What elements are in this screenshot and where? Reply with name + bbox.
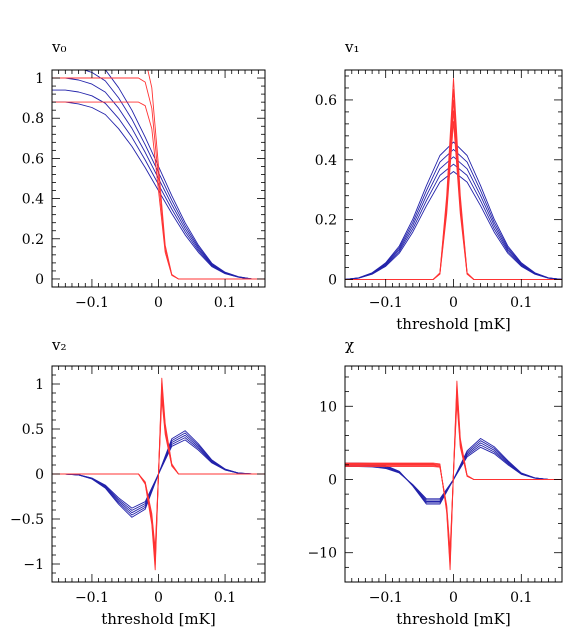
series-0-line-1 — [52, 89, 265, 280]
y-tick-label: 0.8 — [22, 111, 44, 127]
y-tick-label: 0.4 — [22, 192, 44, 208]
plot-area — [52, 377, 265, 571]
y-tick-label: 0.6 — [315, 93, 337, 109]
panel-title: χ — [345, 336, 354, 354]
y-tick-label: 0.6 — [22, 151, 44, 167]
series-0-line-0 — [345, 171, 562, 280]
x-tick-label: −0.1 — [369, 295, 403, 311]
x-tick-label: 0 — [154, 295, 163, 311]
series-1 — [52, 70, 265, 280]
panel-title: v₂ — [51, 336, 67, 354]
series-1-line-1 — [52, 77, 265, 280]
y-tick-label: −1 — [23, 557, 44, 573]
y-tick-label: 0 — [35, 467, 44, 483]
panel-2: −0.1 0 0.1 −1 −0.5 0 0.5 1 v₂ threshold [mK] — [10, 336, 266, 628]
y-tick-label: −10 — [307, 546, 337, 562]
y-tick-label: 0 — [35, 272, 44, 288]
series-1 — [52, 377, 265, 571]
series-0 — [345, 141, 562, 280]
y-tick-label: 0.2 — [22, 232, 44, 248]
plot-area — [52, 70, 265, 280]
series-1-line-4 — [52, 377, 265, 571]
series-1-line-4 — [345, 380, 562, 571]
series-1 — [345, 380, 562, 571]
x-axis-label: threshold [mK] — [396, 610, 510, 628]
y-tick-label: 0 — [328, 273, 337, 289]
series-1-line-0 — [345, 121, 562, 280]
series-0-line-3 — [83, 70, 265, 280]
x-tick-label: 0 — [154, 590, 163, 606]
x-tick-label: −0.1 — [75, 295, 109, 311]
series-1-line-4 — [345, 77, 562, 280]
y-tick-label: 1 — [35, 71, 44, 87]
x-tick-label: 0.1 — [510, 590, 532, 606]
series-1-line-2 — [147, 70, 265, 280]
plot-area — [345, 77, 562, 280]
series-0-line-1 — [345, 163, 562, 280]
x-tick-label: −0.1 — [369, 590, 403, 606]
x-tick-label: 0.1 — [510, 295, 532, 311]
x-tick-label: 0.1 — [214, 590, 236, 606]
x-tick-label: 0 — [449, 590, 458, 606]
x-axis-label: threshold [mK] — [396, 315, 510, 333]
y-tick-label: −0.5 — [10, 512, 44, 528]
x-tick-label: 0 — [449, 295, 458, 311]
panel-0: −0.1 0 0.1 0 0.2 0.4 0.6 0.8 1 v₀ — [22, 38, 266, 311]
panel-1: −0.1 0 0.1 0 0.2 0.4 0.6 v₁ threshold [mK] — [315, 38, 563, 333]
y-tick-label: 0.5 — [22, 422, 44, 438]
panel-title: v₀ — [51, 38, 67, 56]
series-1 — [345, 77, 562, 280]
x-tick-label: −0.1 — [75, 590, 109, 606]
series-1-line-1 — [345, 110, 562, 280]
y-tick-label: 10 — [319, 399, 337, 415]
y-tick-label: 0.4 — [315, 153, 337, 169]
y-tick-label: 0 — [328, 472, 337, 488]
x-axis-label: threshold [mK] — [101, 610, 215, 628]
series-0-line-2 — [345, 156, 562, 280]
series-0-line-4 — [345, 141, 562, 280]
y-tick-label: 1 — [35, 377, 44, 393]
x-tick-label: 0.1 — [214, 295, 236, 311]
series-0-line-3 — [345, 148, 562, 280]
panel-title: v₁ — [344, 38, 360, 56]
y-tick-label: 0.2 — [315, 213, 337, 229]
series-1-line-0 — [52, 101, 265, 280]
series-1-line-3 — [345, 88, 562, 280]
panel-3: −0.1 0 0.1 −10 0 10 χ threshold [mK] — [307, 336, 563, 628]
plot-area — [345, 380, 562, 571]
